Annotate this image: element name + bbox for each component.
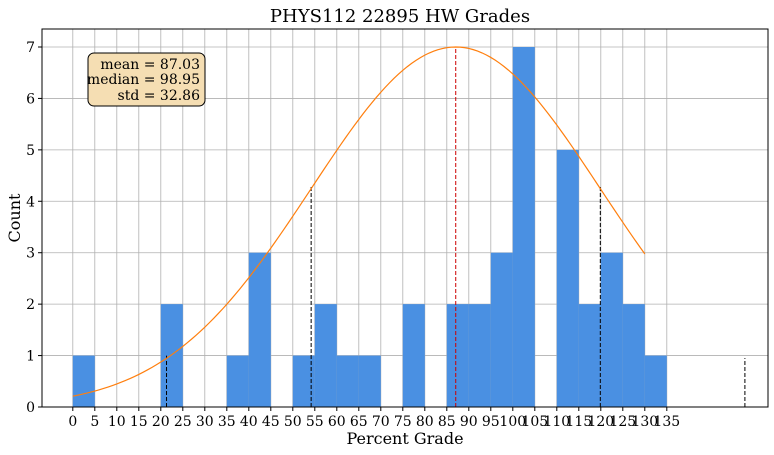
x-tick-label: 105 <box>521 414 548 430</box>
histogram-bar <box>468 304 491 407</box>
x-tick-label: 125 <box>609 414 636 430</box>
y-tick-label: 5 <box>26 143 35 159</box>
x-tick-label: 35 <box>218 414 236 430</box>
histogram-bar <box>402 304 425 407</box>
chart-title: PHYS112 22895 HW Grades <box>270 6 530 27</box>
x-tick-label: 85 <box>438 414 456 430</box>
x-tick-label: 45 <box>262 414 280 430</box>
x-tick-label: 75 <box>394 414 412 430</box>
x-tick-label: 60 <box>328 414 346 430</box>
x-tick-label: 100 <box>499 414 526 430</box>
histogram-bar <box>622 304 645 407</box>
stats-median: median = 98.95 <box>87 72 200 88</box>
histogram-bar <box>644 355 667 407</box>
x-tick-label: 10 <box>108 414 126 430</box>
x-tick-label: 110 <box>543 414 570 430</box>
histogram-bar <box>556 149 579 407</box>
x-tick-label: 65 <box>350 414 368 430</box>
x-tick-label: 5 <box>90 414 99 430</box>
histogram-bar <box>578 304 601 407</box>
y-tick-label: 0 <box>26 400 35 416</box>
stats-std: std = 32.86 <box>118 88 201 104</box>
x-tick-label: 20 <box>152 414 170 430</box>
x-tick-label: 115 <box>565 414 592 430</box>
y-tick-label: 1 <box>26 349 35 365</box>
x-tick-label: 0 <box>68 414 77 430</box>
histogram-bar <box>292 355 315 407</box>
x-tick-label: 130 <box>631 414 658 430</box>
y-tick-label: 3 <box>26 246 35 262</box>
x-tick-label: 70 <box>372 414 390 430</box>
x-tick-label: 135 <box>653 414 680 430</box>
histogram-bar <box>72 355 95 407</box>
stats-box: mean = 87.03 median = 98.95 std = 32.86 <box>87 52 206 107</box>
x-axis-label: Percent Grade <box>346 429 463 448</box>
histogram-bar <box>226 355 249 407</box>
x-tick-label: 40 <box>240 414 258 430</box>
x-tick-label: 80 <box>416 414 434 430</box>
stats-box-background <box>87 52 206 107</box>
y-axis-label: Count <box>5 193 24 242</box>
y-tick-label: 7 <box>26 40 35 56</box>
x-tick-label: 95 <box>482 414 500 430</box>
plot-frame <box>41 28 769 408</box>
histogram-bar <box>336 355 359 407</box>
x-tick-label: 120 <box>587 414 614 430</box>
x-tick-label: 55 <box>306 414 324 430</box>
histogram-bar <box>600 252 623 407</box>
histogram-bar <box>160 304 183 407</box>
normal-curve <box>72 46 646 397</box>
y-tick-label: 6 <box>26 91 35 107</box>
histogram-bar <box>358 355 381 407</box>
x-tick-label: 15 <box>130 414 148 430</box>
y-tick-label: 4 <box>26 194 35 210</box>
x-tick-label: 90 <box>460 414 478 430</box>
normal-curve-path <box>72 46 646 397</box>
histogram-bar <box>512 47 535 407</box>
x-tick-label: 50 <box>284 414 302 430</box>
reference-lines <box>166 47 746 407</box>
histogram-bar <box>314 304 337 407</box>
histogram-bar <box>446 304 469 407</box>
y-tick-label: 2 <box>26 297 35 313</box>
stats-mean: mean = 87.03 <box>100 57 200 73</box>
histogram-bar <box>248 252 271 407</box>
x-tick-label: 25 <box>174 414 192 430</box>
x-ticks: 0 5 10 15 20 25 30 35 40 45 50 55 60 65 70 75 80 85 90 95 10… <box>68 407 680 430</box>
histogram-bar <box>490 252 513 407</box>
x-tick-label: 30 <box>196 414 214 430</box>
y-ticks: 0 1 2 3 4 5 6 7 <box>26 40 42 416</box>
